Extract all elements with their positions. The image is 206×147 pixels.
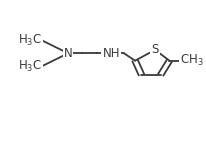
Text: S: S: [151, 43, 159, 56]
Text: N: N: [64, 47, 73, 60]
Text: H$_3$C: H$_3$C: [18, 59, 42, 74]
Text: H$_3$C: H$_3$C: [18, 33, 42, 48]
Text: NH: NH: [102, 47, 120, 60]
Text: CH$_3$: CH$_3$: [180, 53, 204, 68]
